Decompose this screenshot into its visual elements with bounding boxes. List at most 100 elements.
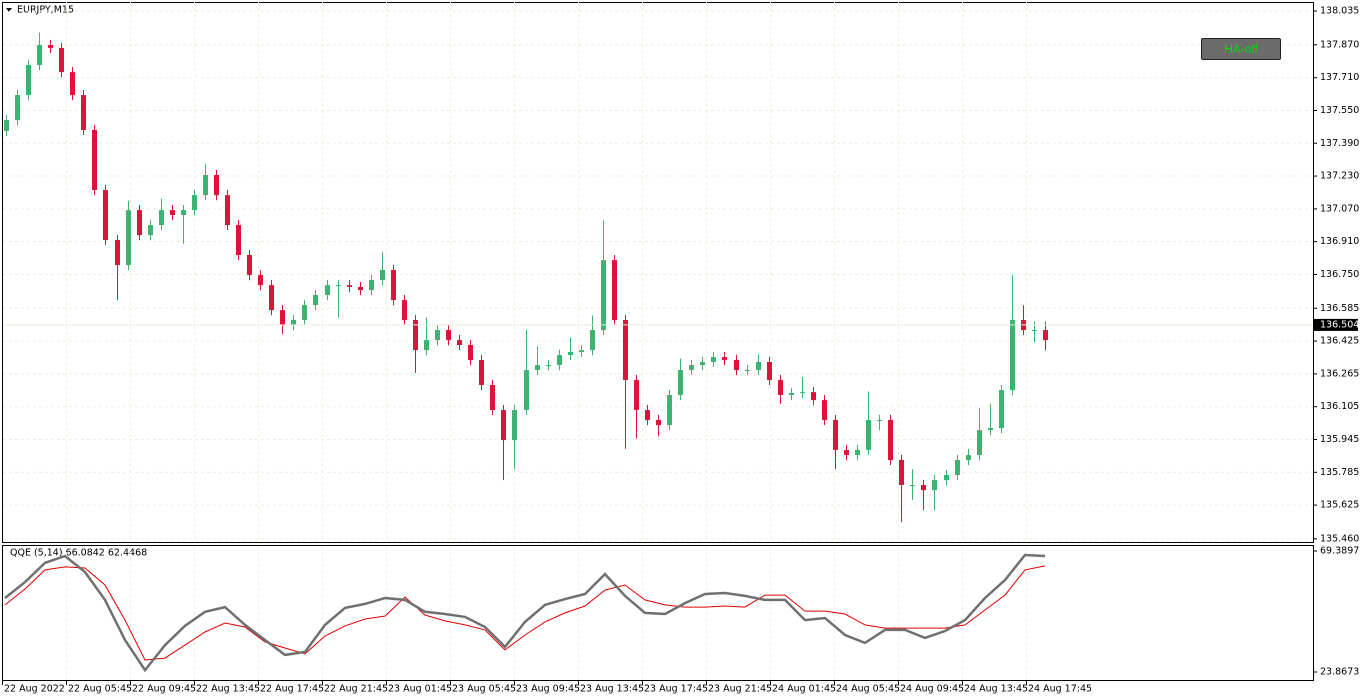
- ha-toggle-button[interactable]: HA-off: [1201, 38, 1281, 60]
- x-tick-label: 22 Aug 09:45: [132, 684, 196, 695]
- candle-body: [291, 319, 296, 326]
- x-tick-label: 22 Aug 13:45: [196, 684, 260, 695]
- y-tick-label: 137.550: [1320, 105, 1359, 116]
- x-tick-label: 23 Aug 13:45: [580, 684, 644, 695]
- candle-body: [203, 175, 208, 196]
- candle-body: [1032, 330, 1037, 332]
- candle-body: [170, 210, 175, 216]
- candle-body: [866, 420, 871, 450]
- candle-body: [734, 359, 739, 370]
- candle-body: [325, 285, 330, 295]
- candle-body: [148, 225, 153, 236]
- candle-body: [402, 300, 407, 320]
- candle-body: [236, 225, 241, 255]
- x-tick-label: 24 Aug 13:45: [964, 684, 1028, 695]
- y-tick-label: 137.870: [1320, 39, 1359, 50]
- indicator-line: [4, 553, 1046, 673]
- candle-body: [181, 210, 186, 216]
- candle-body: [501, 409, 506, 441]
- candle-body: [877, 420, 882, 422]
- candle-body: [656, 420, 661, 426]
- indicator-title: QQE (5,14) 66.0842 62.4468: [10, 548, 147, 559]
- candle-body: [59, 47, 64, 73]
- y-tick-label: 136.910: [1320, 236, 1359, 247]
- candle-body: [557, 355, 562, 366]
- candle-body: [70, 72, 75, 96]
- candle-body: [512, 409, 517, 441]
- candle-body: [369, 279, 374, 291]
- candle-body: [4, 120, 9, 131]
- y-tick-label: 136.750: [1320, 269, 1359, 280]
- candle-body: [932, 480, 937, 491]
- candle-body: [689, 365, 694, 370]
- candle-body: [1010, 319, 1015, 391]
- candle-body: [37, 45, 42, 65]
- x-tick-label: 23 Aug 05:45: [452, 684, 516, 695]
- y-tick-label: 136.585: [1320, 303, 1359, 314]
- candle-body: [568, 351, 573, 356]
- candle-body: [247, 254, 252, 276]
- candle-body: [546, 365, 551, 367]
- candle-body: [137, 210, 142, 236]
- candle-body: [115, 240, 120, 266]
- candle-body: [977, 430, 982, 456]
- candle-body: [347, 285, 352, 287]
- candle-body: [413, 319, 418, 351]
- candle-body: [26, 64, 31, 96]
- x-tick-label: 24 Aug 05:45: [836, 684, 900, 695]
- x-tick-label: 23 Aug 21:45: [708, 684, 772, 695]
- candle-body: [756, 362, 761, 370]
- candle-body: [767, 362, 772, 381]
- x-tick-label: 23 Aug 01:45: [388, 684, 452, 695]
- y-tick-label: 137.390: [1320, 138, 1359, 149]
- x-tick-label: 22 Aug 21:45: [324, 684, 388, 695]
- candle-body: [899, 459, 904, 486]
- candle-body: [955, 459, 960, 475]
- candle-body: [789, 392, 794, 396]
- candle-body: [590, 330, 595, 351]
- candle-body: [1043, 330, 1048, 341]
- candle-body: [280, 310, 285, 326]
- candle-body: [535, 365, 540, 370]
- main-panel: [2, 2, 1314, 543]
- candle-body: [336, 285, 341, 287]
- x-tick-label: 24 Aug 09:45: [900, 684, 964, 695]
- candle-body: [579, 350, 584, 352]
- last-price-box: [1314, 318, 1358, 331]
- candle-body: [424, 340, 429, 351]
- x-tick-label: 22 Aug 2022: [4, 684, 65, 695]
- candle-body: [678, 369, 683, 396]
- y-tick-label: 137.710: [1320, 72, 1359, 83]
- indicator-y-tick-label: 69.3897: [1320, 546, 1359, 557]
- candle-body: [745, 369, 750, 371]
- y-tick-label: 135.625: [1320, 500, 1359, 511]
- x-tick-label: 24 Aug 17:45: [1028, 684, 1092, 695]
- candle-body: [92, 129, 97, 190]
- y-tick-label: 136.425: [1320, 336, 1359, 347]
- candle-body: [910, 485, 915, 487]
- menu-triangle: [6, 8, 12, 12]
- candle-body: [711, 357, 716, 362]
- candle-body: [48, 45, 53, 48]
- y-tick-label: 138.035: [1320, 6, 1359, 17]
- candle-body: [822, 400, 827, 421]
- candle-body: [269, 285, 274, 311]
- y-tick-label: 137.070: [1320, 203, 1359, 214]
- candle-body: [722, 357, 727, 360]
- candle-body: [126, 210, 131, 266]
- chart-title: EURJPY,M15: [17, 5, 74, 16]
- candle-body: [778, 380, 783, 396]
- candle-body: [524, 369, 529, 410]
- y-tick-label: 136.265: [1320, 368, 1359, 379]
- candle-body: [490, 384, 495, 410]
- y-tick-label: 135.785: [1320, 467, 1359, 478]
- indicator-y-tick-label: 23.8673: [1320, 667, 1359, 678]
- x-tick-label: 22 Aug 17:45: [260, 684, 324, 695]
- candle-body: [225, 195, 230, 226]
- candle-body: [258, 275, 263, 286]
- candle-body: [446, 330, 451, 341]
- candle-body: [214, 175, 219, 196]
- candle-body: [358, 286, 363, 291]
